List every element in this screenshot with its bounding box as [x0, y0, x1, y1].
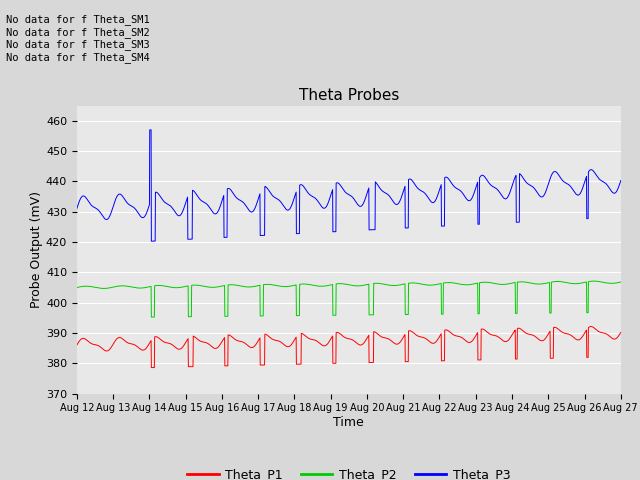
Text: No data for f Theta_SM1
No data for f Theta_SM2
No data for f Theta_SM3
No data : No data for f Theta_SM1 No data for f Th…: [6, 14, 150, 63]
Y-axis label: Probe Output (mV): Probe Output (mV): [30, 191, 43, 308]
Legend: Theta_P1, Theta_P2, Theta_P3: Theta_P1, Theta_P2, Theta_P3: [182, 463, 515, 480]
X-axis label: Time: Time: [333, 416, 364, 429]
Title: Theta Probes: Theta Probes: [299, 88, 399, 103]
